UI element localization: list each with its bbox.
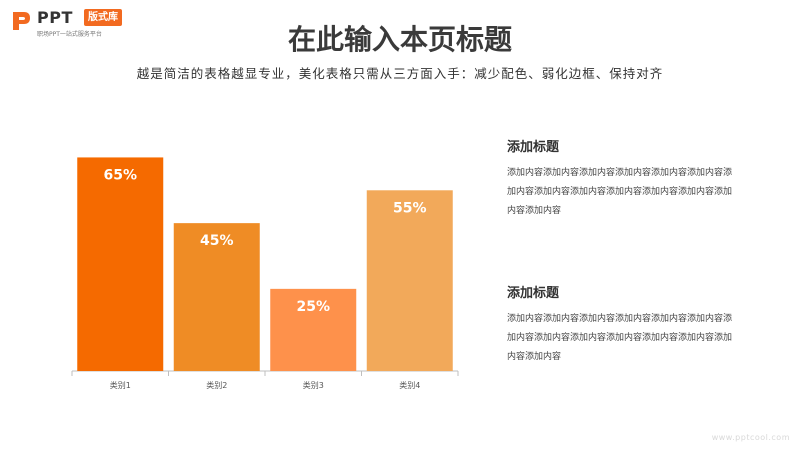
bar-4 (366, 190, 453, 371)
brand-name: PPT (37, 8, 73, 27)
data-label-2: 45% (200, 233, 234, 249)
brand-tag: 版式库 (84, 9, 122, 26)
data-label-3: 25% (296, 299, 330, 315)
category-label-1: 类别1 (110, 380, 131, 390)
block-body: 添加内容添加内容添加内容添加内容添加内容添加内容添加内容添加内容添加内容添加内容… (507, 168, 733, 216)
data-label-4: 55% (393, 200, 427, 216)
bar-3 (270, 288, 357, 371)
page-title: 在此输入本页标题 (287, 23, 512, 56)
footer-watermark: www.pptcool.com (711, 433, 790, 442)
page-subtitle: 越是简洁的表格越显专业，美化表格只需从三方面入手：减少配色、弱化边框、保持对齐 (136, 66, 664, 81)
bar-2 (173, 223, 260, 371)
category-label-2: 类别2 (206, 380, 227, 390)
category-label-4: 类别4 (399, 380, 420, 390)
brand-logo: PPT 版式库 职场PPT一站式服务平台 (10, 8, 160, 38)
block-body: 添加内容添加内容添加内容添加内容添加内容添加内容添加内容添加内容添加内容添加内容… (507, 314, 733, 362)
text-block-1: 添加标题 添加内容添加内容添加内容添加内容添加内容添加内容添加内容添加内容添加内… (507, 136, 737, 221)
text-block-2: 添加标题 添加内容添加内容添加内容添加内容添加内容添加内容添加内容添加内容添加内… (507, 282, 737, 367)
category-label-3: 类别3 (303, 380, 324, 390)
block-title: 添加标题 (507, 286, 560, 301)
bar-1 (77, 157, 164, 371)
block-title: 添加标题 (507, 140, 560, 155)
bar-chart: 65% 类别1 45% 类别2 25% 类别3 55% 类别4 (71, 157, 459, 390)
brand-subtitle: 职场PPT一站式服务平台 (37, 31, 102, 38)
data-label-1: 65% (103, 167, 137, 183)
brand-p-icon (13, 12, 30, 30)
